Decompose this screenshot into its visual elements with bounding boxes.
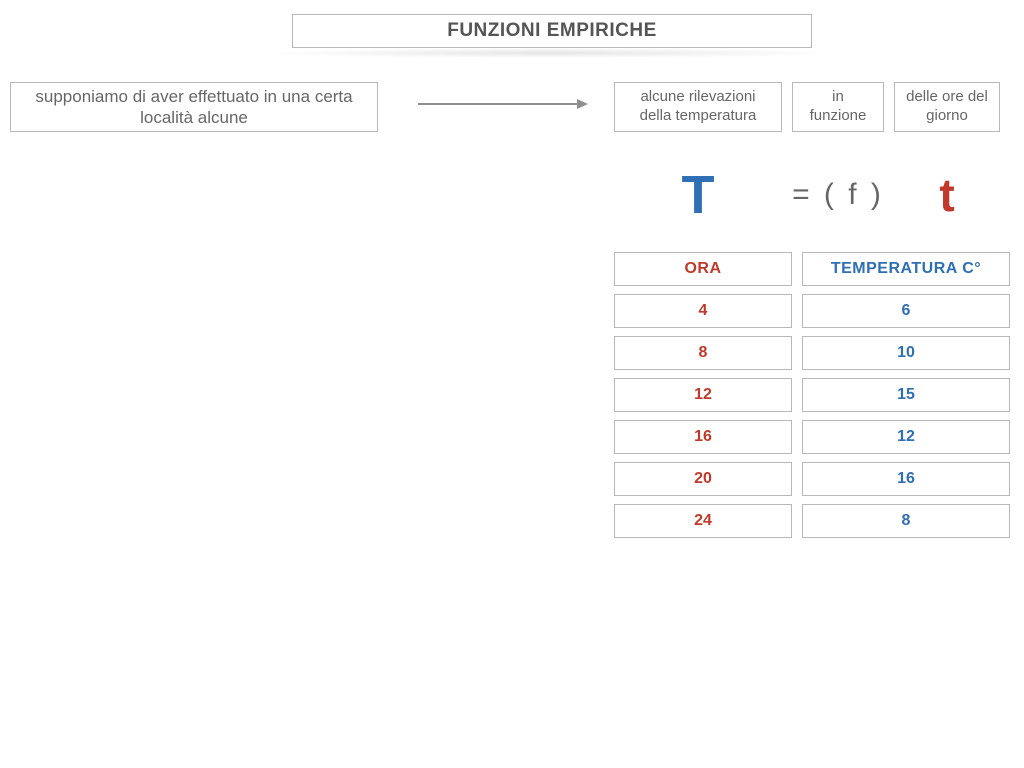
page-title: FUNZIONI EMPIRICHE [292,14,812,48]
cell-ora: 8 [614,336,792,370]
table-row: 20 16 [614,462,1010,496]
cell-temp: 8 [802,504,1010,538]
intro-text: supponiamo di aver effettuato in una cer… [10,82,378,132]
formula-t: t [894,168,1000,222]
arrow-line [418,103,578,105]
arrow-icon [418,103,588,105]
tag-ore-giorno: delle ore del giorno [894,82,1000,132]
cell-ora: 16 [614,420,792,454]
table-row: 4 6 [614,294,1010,328]
table-header-row: ORA TEMPERATURA C° [614,252,1010,286]
title-shadow [260,48,840,58]
formula-equals-f: = ( f ) [782,178,894,212]
table-row: 16 12 [614,420,1010,454]
arrow-head [577,99,588,109]
cell-temp: 12 [802,420,1010,454]
table-row: 12 15 [614,378,1010,412]
formula: T = ( f ) t [614,160,1010,230]
table-row: 8 10 [614,336,1010,370]
tag-funzione: in funzione [792,82,884,132]
cell-temp: 16 [802,462,1010,496]
cell-temp: 10 [802,336,1010,370]
cell-ora: 24 [614,504,792,538]
cell-temp: 15 [802,378,1010,412]
table-header-ora: ORA [614,252,792,286]
formula-T: T [614,164,782,226]
cell-ora: 4 [614,294,792,328]
cell-ora: 12 [614,378,792,412]
cell-temp: 6 [802,294,1010,328]
tag-rilevazioni: alcune rilevazioni della temperatura [614,82,782,132]
tag-row: alcune rilevazioni della temperatura in … [614,82,1000,132]
cell-ora: 20 [614,462,792,496]
table-row: 24 8 [614,504,1010,538]
data-table: ORA TEMPERATURA C° 4 6 8 10 12 15 16 12 … [614,252,1010,546]
table-header-temp: TEMPERATURA C° [802,252,1010,286]
